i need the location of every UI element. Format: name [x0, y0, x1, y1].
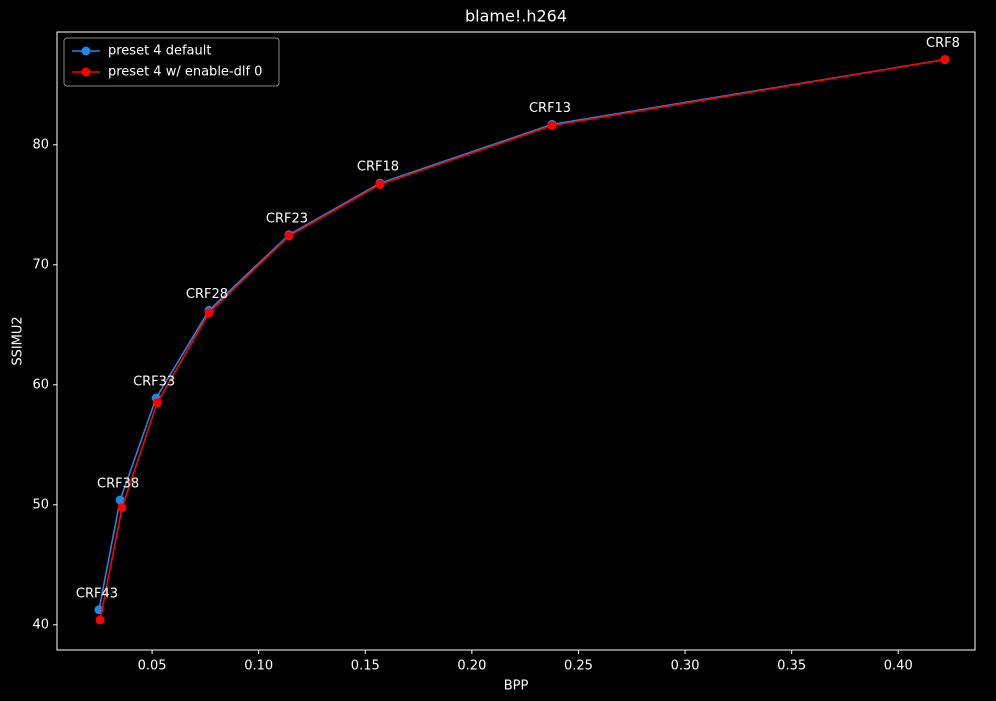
- chart-title: blame!.h264: [465, 7, 567, 26]
- y-tick-label: 60: [32, 377, 49, 392]
- y-axis-label: SSIMU2: [11, 316, 26, 365]
- series-line: [99, 58, 946, 621]
- series-marker: [204, 308, 214, 318]
- series-line: [98, 58, 946, 610]
- plot-frame: [56, 31, 976, 651]
- legend-marker: [81, 46, 91, 56]
- x-tick-label: 0.05: [138, 659, 167, 674]
- series-marker: [284, 231, 294, 241]
- y-tick-label: 80: [32, 137, 49, 152]
- point-annotation: CRF8: [926, 36, 960, 51]
- legend-box: [63, 37, 280, 87]
- x-tick-label: 0.35: [777, 659, 806, 674]
- point-annotation: CRF28: [186, 287, 228, 302]
- series-marker: [375, 179, 385, 189]
- legend-label: preset 4 w/ enable-dlf 0: [108, 65, 262, 80]
- point-annotation: CRF13: [529, 101, 571, 116]
- x-tick-label: 0.25: [564, 659, 593, 674]
- series-marker: [95, 615, 105, 625]
- point-annotation: CRF23: [266, 211, 308, 226]
- x-tick-label: 0.20: [457, 659, 486, 674]
- y-tick-label: 40: [32, 617, 49, 632]
- series-marker: [547, 121, 557, 131]
- point-annotation: CRF38: [97, 477, 139, 492]
- series-marker: [117, 503, 127, 513]
- series-marker: [115, 495, 125, 505]
- point-annotation: CRF33: [133, 375, 175, 390]
- legend-label: preset 4 default: [108, 44, 211, 59]
- point-annotation: CRF18: [357, 160, 399, 175]
- x-tick-label: 0.10: [244, 659, 273, 674]
- legend-marker: [81, 67, 91, 77]
- x-axis-label: BPP: [504, 679, 529, 694]
- x-tick-label: 0.30: [671, 659, 700, 674]
- series-marker: [940, 55, 950, 65]
- y-tick-label: 70: [32, 257, 49, 272]
- point-annotation: CRF43: [76, 586, 118, 601]
- y-tick-label: 50: [32, 497, 49, 512]
- series-marker: [152, 398, 162, 408]
- x-tick-label: 0.15: [351, 659, 380, 674]
- x-tick-label: 0.40: [884, 659, 913, 674]
